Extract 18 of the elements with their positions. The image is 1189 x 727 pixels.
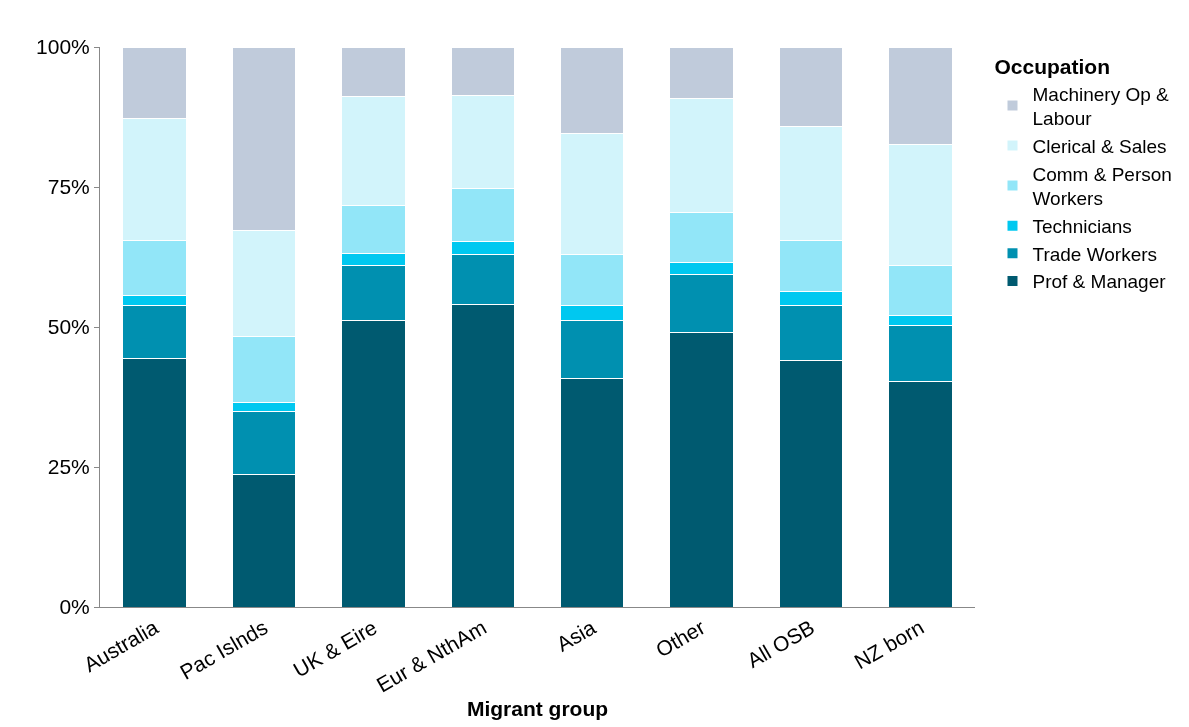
x-tick-label: Other <box>651 615 709 662</box>
x-tick-label: All OSB <box>743 615 819 673</box>
y-tick-label: 100% <box>36 35 90 59</box>
legend-title: Occupation <box>994 55 1111 79</box>
legend-label: Trade Workers <box>1032 243 1158 265</box>
x-tick-label: NZ born <box>850 615 928 674</box>
legend-label: Machinery Op & Labour <box>1032 83 1170 130</box>
y-tick-label: 25% <box>47 455 90 479</box>
legend-label: Technicians <box>1032 216 1132 238</box>
y-tick-label: 0% <box>59 595 90 619</box>
x-tick-label: Asia <box>552 615 600 656</box>
y-tick-label: 50% <box>47 315 90 339</box>
x-tick-label: Pac Islnds <box>175 615 272 684</box>
y-tick-label: 75% <box>47 175 90 199</box>
legend-label: Clerical & Sales <box>1032 135 1167 157</box>
legend-label: Comm & Person Workers <box>1032 163 1172 210</box>
legend-label: Prof & Manager <box>1032 271 1167 293</box>
x-axis-title: Migrant group <box>466 696 609 720</box>
